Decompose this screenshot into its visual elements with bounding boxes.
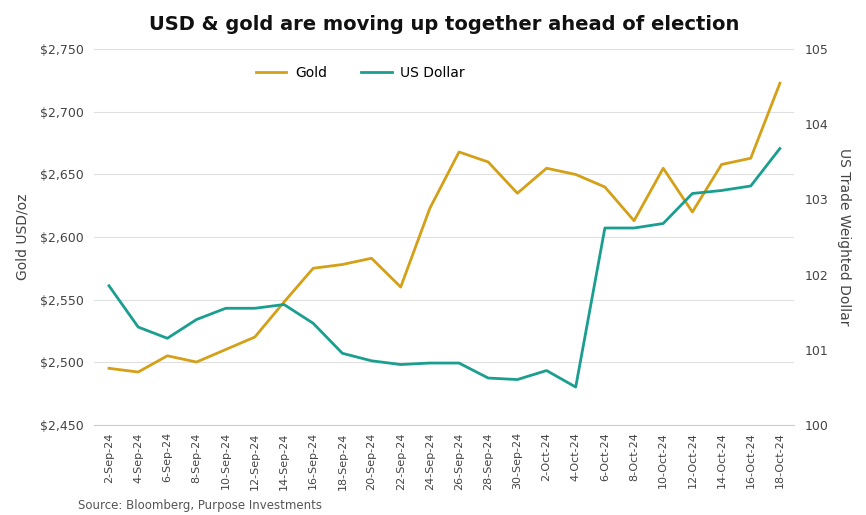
US Dollar: [512, 376, 522, 383]
Gold: [191, 359, 202, 365]
Gold: [775, 80, 785, 87]
Legend: Gold, US Dollar: Gold, US Dollar: [250, 60, 470, 85]
US Dollar: [716, 187, 727, 194]
Gold: [249, 334, 260, 340]
US Dollar: [279, 301, 289, 307]
Gold: [133, 369, 144, 375]
US Dollar: [249, 305, 260, 312]
Gold: [454, 149, 464, 155]
Gold: [424, 205, 435, 211]
US Dollar: [454, 360, 464, 366]
US Dollar: [366, 358, 377, 364]
Y-axis label: US Trade Weighted Dollar: US Trade Weighted Dollar: [837, 148, 851, 326]
US Dollar: [599, 225, 610, 231]
US Dollar: [658, 220, 669, 227]
Gold: [162, 353, 172, 359]
Gold: [512, 190, 522, 196]
Text: Source: Bloomberg, Purpose Investments: Source: Bloomberg, Purpose Investments: [78, 500, 322, 512]
Gold: [337, 262, 347, 268]
US Dollar: [775, 145, 785, 151]
US Dollar: [104, 283, 114, 289]
US Dollar: [571, 384, 581, 390]
Gold: [396, 284, 406, 290]
Gold: [483, 159, 494, 165]
US Dollar: [133, 324, 144, 330]
Gold: [658, 165, 669, 171]
US Dollar: [308, 320, 319, 327]
Gold: [279, 299, 289, 305]
Gold: [571, 171, 581, 178]
US Dollar: [162, 335, 172, 341]
Gold: [221, 347, 231, 353]
Line: Gold: Gold: [109, 83, 780, 372]
US Dollar: [483, 375, 494, 381]
US Dollar: [191, 316, 202, 322]
Gold: [599, 184, 610, 190]
US Dollar: [221, 305, 231, 312]
Gold: [541, 165, 552, 171]
Gold: [308, 265, 319, 271]
Y-axis label: Gold USD/oz: Gold USD/oz: [15, 194, 29, 280]
Title: USD & gold are moving up together ahead of election: USD & gold are moving up together ahead …: [149, 15, 740, 34]
US Dollar: [337, 350, 347, 356]
US Dollar: [424, 360, 435, 366]
Line: US Dollar: US Dollar: [109, 148, 780, 387]
US Dollar: [541, 368, 552, 374]
US Dollar: [396, 362, 406, 368]
Gold: [629, 218, 639, 224]
Gold: [688, 209, 698, 215]
US Dollar: [746, 183, 756, 189]
Gold: [366, 255, 377, 261]
US Dollar: [688, 191, 698, 197]
US Dollar: [629, 225, 639, 231]
Gold: [716, 161, 727, 167]
Gold: [746, 155, 756, 161]
Gold: [104, 365, 114, 371]
